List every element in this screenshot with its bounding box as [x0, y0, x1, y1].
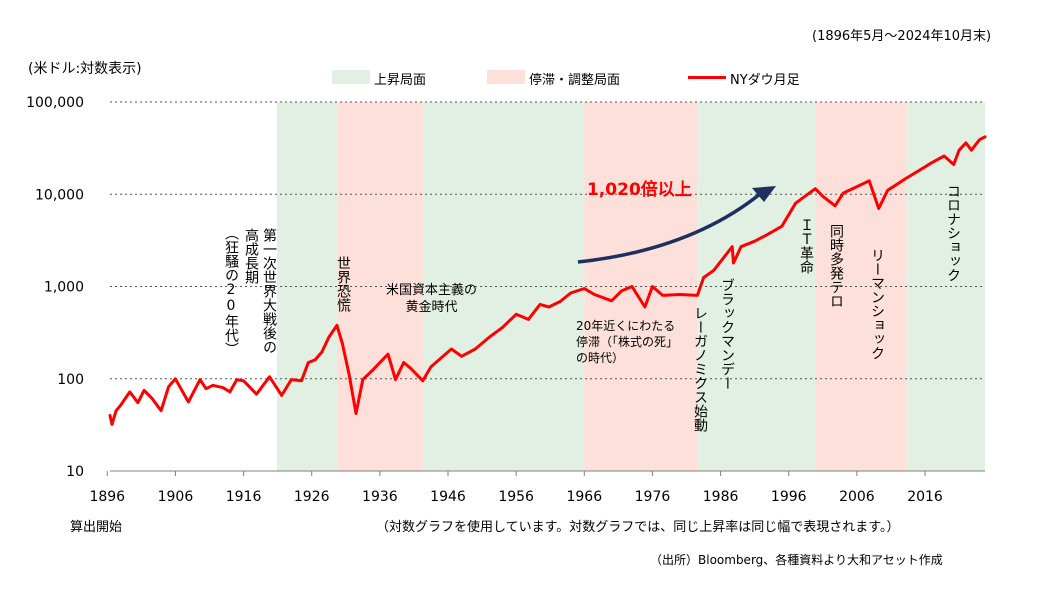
- golden-line-2: 黄金時代: [405, 300, 458, 315]
- high-growth-label: 高成長期: [243, 228, 259, 284]
- growth-arrow: [577, 186, 776, 264]
- x-tick-label: 1946: [430, 489, 466, 505]
- log-note: （対数グラフを使用しています。対数グラフでは、同じ上昇率は同じ幅で表現されます。…: [376, 520, 900, 535]
- x-tick-label: 1926: [294, 489, 330, 505]
- x-tick-label: 1976: [635, 489, 671, 505]
- legend-stagnation-label: 停滞・調整局面: [529, 73, 621, 88]
- axes: 10 100 1,000 10,000 100,000 1896 1906 1916 1926 1…: [26, 95, 985, 505]
- unit-label: (米ドル:対数表示): [28, 61, 142, 77]
- stag-line-1: 20年近くにわたる: [576, 319, 676, 333]
- y-tick-label: 10,000: [35, 187, 84, 203]
- start-label: 算出開始: [70, 520, 123, 535]
- it-label: ＩＴ革命: [798, 218, 814, 274]
- y-tick-label: 10: [66, 464, 84, 480]
- x-tick-label: 2016: [907, 489, 943, 505]
- x-tick-label: 2006: [839, 489, 875, 505]
- corona-label: コロナショック: [945, 184, 961, 282]
- x-tick-label: 1936: [362, 489, 398, 505]
- period-label: (1896年5月～2024年10月末): [812, 29, 992, 44]
- stag-line-3: の時代）: [576, 351, 625, 365]
- y-tick-label: 100: [57, 372, 84, 388]
- legend-rise-swatch: [332, 70, 370, 84]
- series-line-dow: [108, 135, 987, 426]
- x-tick-label: 1896: [89, 489, 125, 505]
- roaring-label: （狂騒の20年代）: [223, 226, 239, 356]
- x-tick-label: 1966: [566, 489, 602, 505]
- black-monday-label: ブラックマンデー: [719, 278, 735, 390]
- depression-label: 世界恐慌: [335, 256, 351, 312]
- legend-rise-label: 上昇局面: [374, 73, 427, 88]
- stag-line-2: 停滞（「株式の死」: [576, 335, 679, 349]
- x-tick-label: 1956: [498, 489, 534, 505]
- x-tick-label: 1986: [703, 489, 739, 505]
- growth-arrow-curve: [577, 192, 762, 264]
- phase-band-rise: [422, 102, 585, 471]
- legend-dow-label: NYダウ月足: [730, 73, 800, 88]
- x-tick-label: 1906: [158, 489, 194, 505]
- series-layer: [108, 135, 987, 426]
- ww1-label: 第一次世界大戦後の: [261, 228, 277, 354]
- legend-stagnation-swatch: [487, 70, 525, 84]
- stagnation-note: 20年近くにわたる 停滞（「株式の死」 の時代）: [576, 318, 678, 366]
- terror-label: 同時多発テロ: [828, 224, 844, 308]
- y-tick-label: 100,000: [26, 95, 84, 111]
- lehman-label: リーマンショック: [869, 248, 885, 360]
- golden-age-label: 米国資本主義の 黄金時代: [386, 282, 477, 316]
- reagan-label: レーガノミクス始動: [692, 306, 708, 432]
- source-label: （出所）Bloomberg、各種資料より大和アセット作成: [650, 553, 943, 567]
- y-tick-label: 1,000: [44, 280, 84, 296]
- growth-arrow-head: [752, 186, 776, 202]
- growth-label: 1,020倍以上: [587, 180, 692, 200]
- x-tick-label: 1996: [771, 489, 807, 505]
- grid-lines: [110, 101, 985, 380]
- golden-line-1: 米国資本主義の: [386, 283, 478, 298]
- x-tick-label: 1916: [226, 489, 262, 505]
- legend-dow-swatch: [688, 76, 726, 79]
